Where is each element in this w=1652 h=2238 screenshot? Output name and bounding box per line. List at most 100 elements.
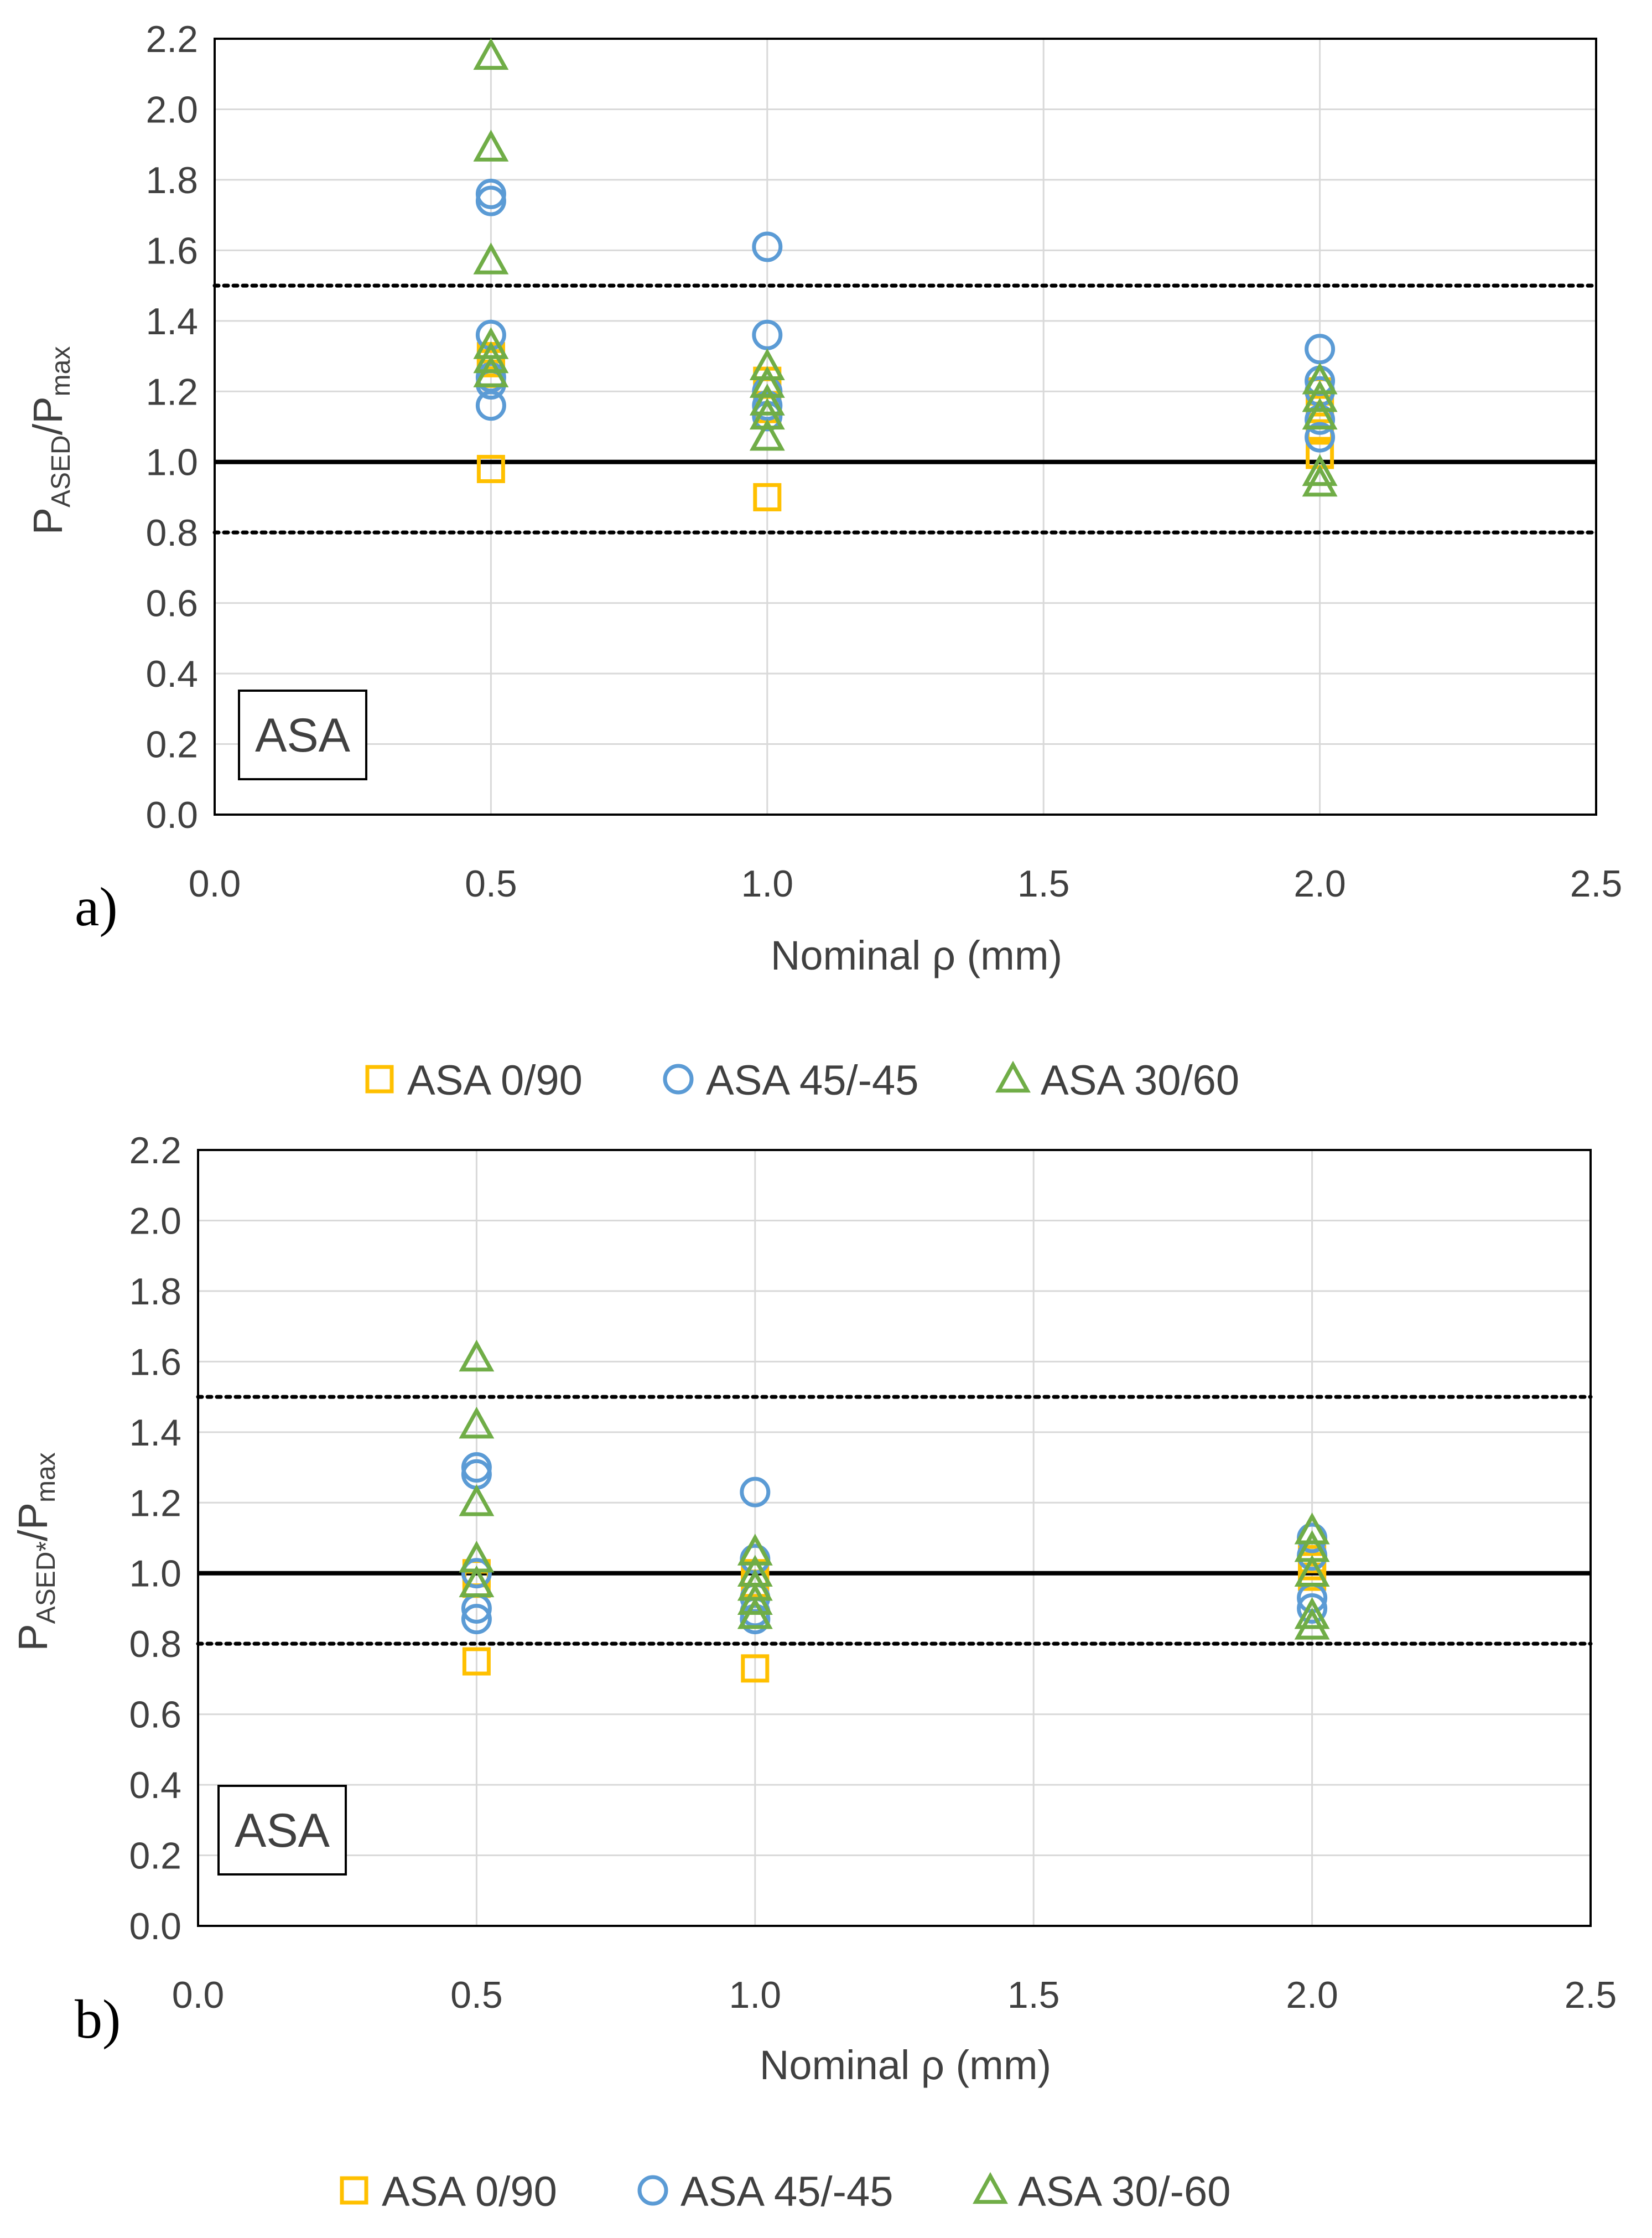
- y-tick-label: 0.0: [129, 1905, 181, 1947]
- data-point-triangle: [473, 341, 509, 374]
- data-point-circle: [1305, 404, 1336, 435]
- data-point-triangle: [1302, 454, 1338, 486]
- data-point-triangle: [737, 1534, 773, 1566]
- data-point-circle: [740, 1477, 771, 1507]
- legend-label: ASA 45/-45: [680, 2168, 893, 2215]
- y-tick-label: 1.8: [146, 159, 198, 201]
- data-point-circle: [752, 390, 783, 421]
- y-tick-label: 1.2: [129, 1482, 181, 1524]
- data-point-triangle: [459, 1484, 495, 1516]
- x-tick-label: 1.0: [741, 863, 794, 905]
- data-point-square: [476, 454, 505, 483]
- y-axis-title-part: max: [46, 346, 76, 397]
- data-point-circle: [475, 390, 506, 421]
- data-point-circle: [1305, 334, 1336, 365]
- data-point-circle: [740, 1604, 771, 1635]
- chart-b: 0.0 0.2 0.4 0.6 0.8 1.0 1.2 1.4 1.6 1.8 2.0 2.2 0.0 0…: [10, 1130, 1617, 2215]
- data-point-triangle: [473, 355, 509, 387]
- y-tick-label: 1.2: [146, 371, 198, 413]
- y-tick-label: 0.6: [129, 1694, 181, 1736]
- y-tick-label: 0.4: [129, 1764, 181, 1806]
- panel-label: a): [75, 876, 118, 937]
- series-square: [476, 342, 1334, 511]
- series-triangle: [459, 1339, 1330, 1640]
- x-axis-title: Nominal ρ (mm): [760, 2042, 1051, 2088]
- y-tick-label: 2.2: [146, 18, 198, 60]
- plot-area: [197, 1149, 1592, 1927]
- data-point-triangle: [737, 1597, 773, 1629]
- data-point-square: [462, 1647, 491, 1676]
- inset-label: ASA: [255, 709, 351, 762]
- legend-marker-circle: [637, 2175, 668, 2206]
- y-axis-title-part: /P: [25, 396, 71, 435]
- data-point-triangle: [1294, 1597, 1330, 1629]
- legend-marker-circle: [663, 1064, 694, 1095]
- data-point-triangle: [749, 384, 785, 416]
- x-tick-label: 1.5: [1017, 863, 1070, 905]
- y-tick-label: 1.6: [146, 230, 198, 272]
- legend-marker-square: [340, 2176, 368, 2205]
- data-point-circle: [475, 185, 506, 216]
- y-axis-title-part: max: [32, 1452, 61, 1503]
- data-point-triangle: [749, 348, 785, 380]
- y-axis-title-part: /P: [10, 1503, 56, 1541]
- legend-marker-triangle: [973, 2172, 1008, 2204]
- x-axis-title: Nominal ρ (mm): [771, 932, 1062, 978]
- x-tick-label: 2.0: [1293, 863, 1346, 905]
- legend-marker-triangle: [995, 1060, 1031, 1093]
- y-tick-label: 1.4: [146, 301, 198, 343]
- data-point-triangle: [749, 397, 785, 430]
- y-tick-label: 0.6: [146, 583, 198, 625]
- y-tick-label: 0.0: [146, 794, 198, 836]
- inset-label-box: [217, 1785, 347, 1876]
- data-point-triangle: [1294, 1608, 1330, 1640]
- y-axis-title-part: ASED: [46, 435, 76, 507]
- y-tick-label: 0.8: [129, 1623, 181, 1665]
- y-tick-label: 0.8: [146, 512, 198, 554]
- x-tick-label: 0.0: [189, 863, 241, 905]
- y-tick-label: 1.8: [129, 1271, 181, 1313]
- data-point-triangle: [1294, 1555, 1330, 1587]
- y-axis-title-part: ASED*: [32, 1541, 61, 1624]
- y-axis-title-part: P: [10, 1624, 56, 1651]
- legend-marker-square: [365, 1065, 394, 1094]
- x-tick-label: 2.5: [1565, 1974, 1617, 2016]
- inset-label-box: [238, 690, 367, 780]
- data-point-triangle: [737, 1583, 773, 1615]
- x-tick-label: 0.0: [172, 1974, 225, 2016]
- y-tick-label: 0.2: [129, 1835, 181, 1877]
- legend-label: ASA 30/60: [1041, 1057, 1239, 1104]
- y-axis-title: PASED*/Pmax: [10, 1452, 61, 1651]
- y-tick-label: 2.0: [146, 89, 198, 131]
- data-point-triangle: [1302, 362, 1338, 395]
- data-point-triangle: [1302, 380, 1338, 412]
- panel-label: b): [75, 1988, 121, 2050]
- data-point-triangle: [473, 38, 509, 70]
- data-point-circle: [752, 231, 783, 262]
- data-point-triangle: [459, 1406, 495, 1439]
- data-point-circle: [752, 319, 783, 350]
- series-triangle: [473, 38, 1338, 497]
- y-tick-label: 1.4: [129, 1412, 181, 1454]
- y-tick-label: 1.0: [129, 1553, 181, 1595]
- data-point-triangle: [459, 1339, 495, 1372]
- series-square: [462, 1545, 1327, 1683]
- data-point-triangle: [1294, 1512, 1330, 1545]
- x-tick-label: 0.5: [450, 1974, 503, 2016]
- data-point-square: [753, 483, 782, 511]
- legend-label: ASA 0/90: [382, 2168, 557, 2215]
- data-point-circle: [461, 1558, 492, 1589]
- data-point-triangle: [1302, 464, 1338, 497]
- y-axis-title: PASED/Pmax: [25, 346, 76, 535]
- data-point-circle: [1297, 1593, 1328, 1624]
- plot-area: [214, 38, 1597, 816]
- data-point-triangle: [749, 418, 785, 451]
- chart-a: 0.0 0.2 0.4 0.6 0.8 1.0 1.2 1.4 1.6 1.8 2.0 2.2 0.0 0…: [25, 18, 1622, 1104]
- y-tick-label: 0.4: [146, 653, 198, 695]
- data-point-triangle: [459, 1565, 495, 1598]
- x-tick-label: 2.0: [1286, 1974, 1338, 2016]
- x-tick-label: 0.5: [465, 863, 517, 905]
- x-tick-label: 1.0: [729, 1974, 782, 2016]
- y-axis-title-part: P: [25, 507, 71, 535]
